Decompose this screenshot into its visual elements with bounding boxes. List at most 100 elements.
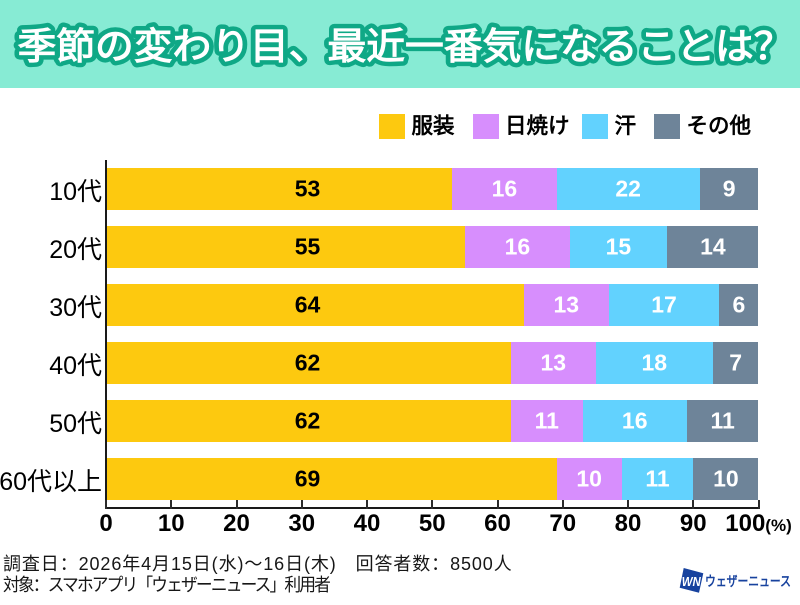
survey-target-line: 対象：スマホアプリ「ウェザーニュース」利用者 (3, 575, 331, 595)
value-label: 13 (540, 349, 567, 376)
header-band: 季節の変わり目、最近一番気になることは？ (0, 0, 800, 88)
bar-row: 64 13 17 6 (107, 284, 759, 326)
x-tick-label: 10 (157, 510, 185, 537)
bar-segment-日焼け (510, 400, 583, 442)
bar-segment-汗 (556, 168, 700, 210)
value-label: 22 (615, 175, 641, 202)
x-axis-tick (170, 500, 173, 509)
legend-item-1: 服装 (379, 114, 455, 140)
legend-label: 服装 (411, 114, 455, 139)
value-label: 10 (713, 465, 739, 492)
bar-segment-汗 (621, 458, 694, 500)
x-axis-tick (496, 500, 499, 509)
bar-segment-汗 (608, 284, 720, 326)
x-axis-tick (431, 500, 434, 509)
legend-swatch-icon (654, 114, 680, 140)
category-label: 10代 (49, 178, 102, 206)
bar-segment-服装 (107, 284, 524, 326)
legend-label: 日焼け (505, 114, 570, 139)
bar-segment-服装 (107, 342, 511, 384)
value-label: 9 (722, 175, 736, 202)
bar-segment-日焼け (556, 458, 622, 500)
legend-label: その他 (686, 114, 752, 139)
x-tick-label: 100(%) (725, 510, 792, 537)
bar-segment-服装 (107, 168, 453, 210)
logo-brand-text: ウェザーニュース (705, 574, 791, 589)
legend-item-4: その他 (654, 114, 752, 140)
logo-mark-text: WN (682, 575, 702, 589)
bar-row: 69 10 11 10 (107, 458, 759, 500)
category-label: 50代 (49, 410, 102, 438)
bar-segment-その他 (667, 226, 759, 268)
bar-segment-その他 (686, 400, 759, 442)
bar-segment-日焼け (523, 284, 609, 326)
category-label: 40代 (49, 352, 102, 380)
x-axis-tick (105, 500, 107, 509)
bar-segment-その他 (712, 342, 759, 384)
header-title-svg: 季節の変わり目、最近一番気になることは？ (0, 0, 800, 88)
bar-segment-日焼け (465, 226, 570, 268)
bar-segment-汗 (569, 226, 668, 268)
legend-swatch-icon (379, 114, 405, 140)
value-label: 17 (651, 291, 677, 318)
x-tick-label: 50 (418, 510, 446, 537)
legend-swatch-icon (582, 114, 608, 140)
legend-item-3: 汗 (582, 114, 637, 140)
x-tick-label: 20 (223, 510, 250, 537)
x-axis-tick (757, 500, 760, 509)
value-label: 13 (553, 291, 580, 318)
x-tick-label: 90 (679, 510, 707, 537)
x-axis-tick (561, 500, 564, 509)
x-tick-label: 30 (288, 510, 316, 537)
x-axis-tick (300, 500, 303, 509)
logo-svg: WN ウェザーニュース (679, 568, 791, 593)
bar-segment-その他 (699, 168, 759, 210)
value-label: 18 (641, 349, 668, 376)
value-label: 62 (294, 349, 321, 376)
value-label: 11 (710, 407, 735, 434)
category-label: 20代 (49, 236, 102, 264)
x-axis-tick (692, 500, 695, 509)
value-label: 11 (534, 407, 559, 434)
category-label: 60代以上 (0, 468, 102, 496)
bar-segment-汗 (595, 342, 713, 384)
x-tick-label: 60 (484, 510, 511, 537)
x-tick-label: 40 (353, 510, 381, 537)
logo-flag-icon (679, 568, 704, 593)
bar-segment-服装 (107, 226, 466, 268)
bar-row: 53 16 22 9 (107, 168, 759, 210)
weathernews-logo: WN ウェザーニュース (670, 560, 800, 600)
x-axis-tick (627, 500, 629, 509)
value-label: 15 (605, 233, 632, 260)
bar-segment-その他 (693, 458, 759, 500)
bar-segment-その他 (719, 284, 759, 326)
value-label: 10 (576, 465, 602, 492)
header-background (0, 0, 800, 88)
y-axis-line (105, 160, 107, 509)
x-tick-label: 0 (99, 510, 113, 537)
value-label: 14 (700, 233, 726, 260)
legend-label: 汗 (614, 114, 637, 139)
x-tick-label: 70 (549, 510, 577, 537)
bar-segment-日焼け (510, 342, 596, 384)
value-label: 16 (491, 175, 518, 202)
value-label: 11 (645, 465, 670, 492)
value-label: 6 (732, 291, 746, 318)
x-axis-tick (235, 500, 238, 509)
x-tick-label: 80 (614, 510, 642, 537)
legend-swatch-icon (472, 114, 499, 140)
value-label: 62 (294, 407, 321, 434)
page-title: 季節の変わり目、最近一番気になることは？ (18, 25, 793, 67)
bar-row: 62 13 18 7 (107, 342, 759, 384)
value-label: 16 (621, 407, 648, 434)
bar-segment-日焼け (452, 168, 557, 210)
bar-segment-服装 (107, 400, 511, 442)
survey-notes: 調査日：2026年4月15日(水)～16日(木) 回答者数：8500人 対象：ス… (3, 554, 513, 596)
value-label: 64 (294, 291, 321, 318)
bar-row: 55 16 15 14 (107, 226, 759, 268)
survey-date-line: 調査日：2026年4月15日(水)～16日(木) 回答者数：8500人 (3, 554, 513, 574)
bar-segment-汗 (582, 400, 687, 442)
x-axis-tick (366, 500, 368, 509)
value-label: 7 (729, 349, 743, 376)
value-label: 16 (504, 233, 531, 260)
